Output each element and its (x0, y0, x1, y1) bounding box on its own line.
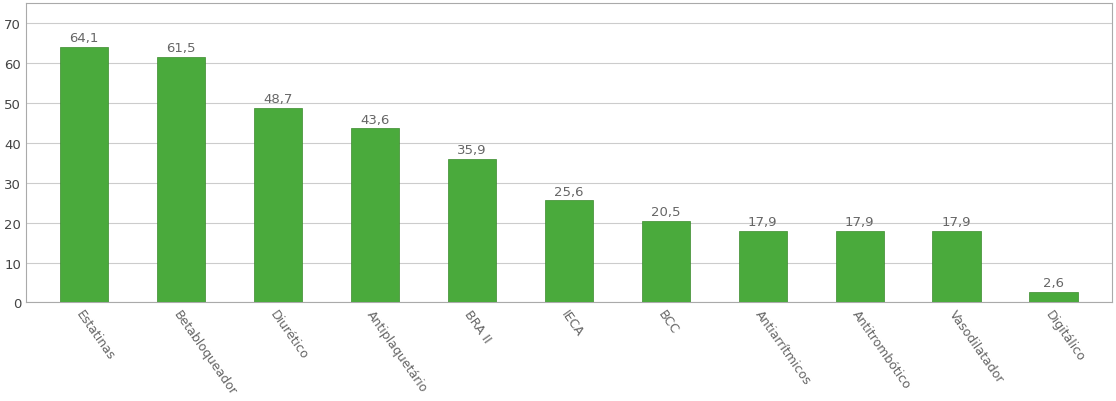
Bar (448, 160, 497, 303)
Bar (739, 231, 787, 303)
Bar (836, 231, 884, 303)
Text: 64,1: 64,1 (69, 32, 98, 45)
Text: 61,5: 61,5 (166, 42, 195, 55)
Text: 43,6: 43,6 (360, 113, 389, 126)
Bar (545, 201, 593, 303)
Text: 17,9: 17,9 (748, 216, 778, 229)
Bar (350, 129, 400, 303)
Bar (253, 109, 302, 303)
Bar (60, 48, 108, 303)
Text: 17,9: 17,9 (942, 216, 971, 229)
Bar (642, 221, 690, 303)
Text: 35,9: 35,9 (458, 144, 487, 157)
Text: 20,5: 20,5 (651, 205, 681, 218)
Text: 2,6: 2,6 (1043, 277, 1065, 290)
Bar (933, 231, 981, 303)
Text: 25,6: 25,6 (555, 185, 584, 198)
Text: 17,9: 17,9 (845, 216, 875, 229)
Bar (1029, 292, 1078, 303)
Text: 48,7: 48,7 (263, 93, 292, 106)
Bar (156, 58, 205, 303)
